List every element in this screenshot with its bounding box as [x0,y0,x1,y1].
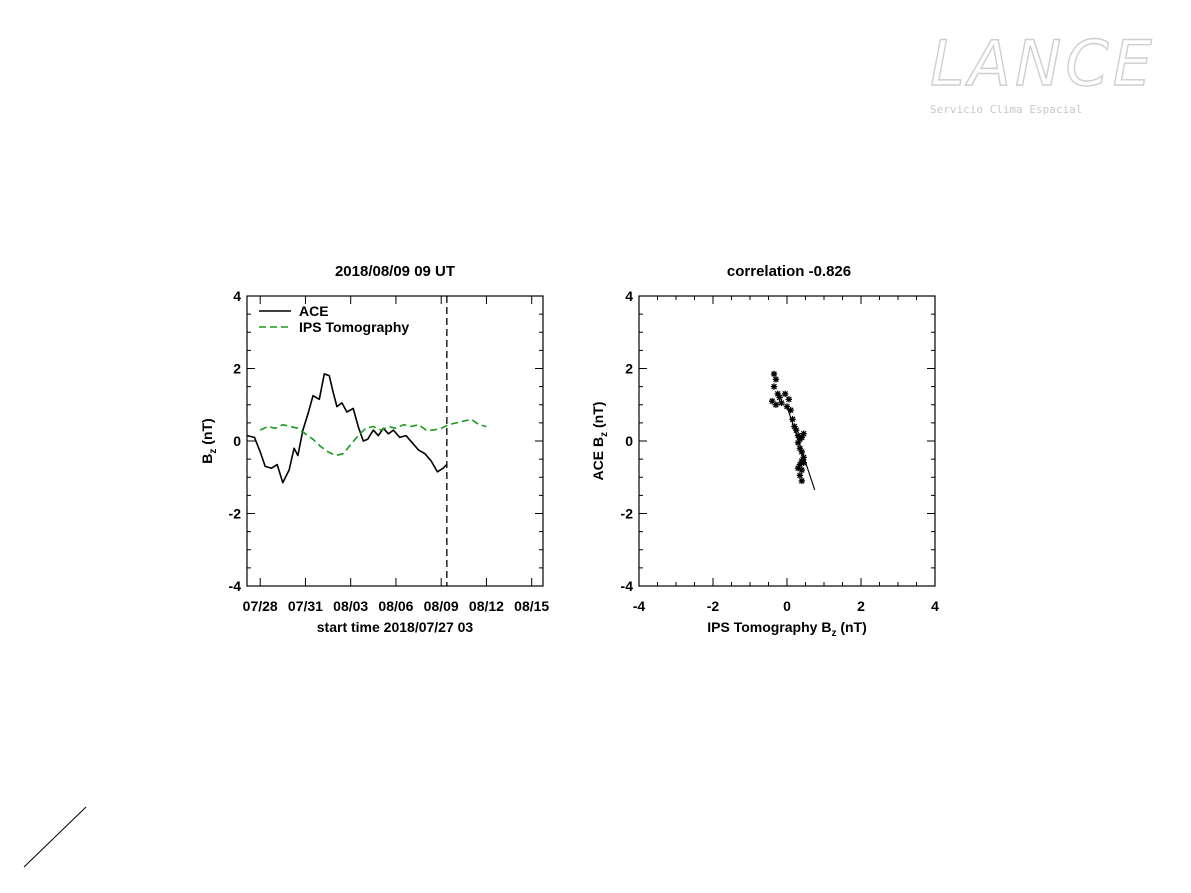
scatter-point [770,383,778,390]
scatter-point [794,439,802,447]
timeseries-xtick-label: 07/31 [288,598,323,614]
timeseries-xtick-label: 08/15 [514,598,549,614]
scatter-point [794,464,802,472]
timeseries-ytick-label: 2 [233,361,241,377]
timeseries-ylabel-sub: z [208,449,219,454]
timeseries-chart: 2018/08/09 09 UT -4 -2 0 2 4 07/28 07/31 08/03 0… [199,263,549,635]
scatter-xtick-label: 4 [931,598,939,614]
scatter-xtick-label: -4 [633,598,646,614]
logo-subtitle: Servicio Clima Espacial [930,103,1082,116]
scatter-ylabel-main: ACE B [590,437,606,481]
scatter-point [772,376,780,383]
decorative-diagonal-line [23,806,87,868]
scatter-ytick-label: -4 [621,578,634,594]
logo-text: LANCE [930,27,1156,100]
scatter-xlabel-main: IPS Tomography B [707,619,831,635]
timeseries-ytick-label: -2 [229,506,242,522]
timeseries-ytick-label: -4 [229,578,242,594]
scatter-chart: correlation -0.826 -4 -2 0 2 4 -4 -2 0 2 4 IPS To… [590,263,939,639]
timeseries-xtick-label: 08/03 [333,598,368,614]
scatter-xtick-label: -2 [707,598,720,614]
scatter-ytick-label: 4 [625,288,633,304]
timeseries-plot-frame [246,295,544,587]
legend-label: ACE [299,303,329,319]
scatter-point [800,430,807,437]
scatter-point [785,396,793,403]
timeseries-xtick-label: 08/06 [378,598,413,614]
scatter-ytick-label: 0 [625,433,633,449]
timeseries-xtick-label: 08/09 [424,598,459,614]
timeseries-xlabel: start time 2018/07/27 03 [317,619,474,635]
timeseries-ytick-label: 4 [233,288,241,304]
legend-label: IPS Tomography [299,319,409,335]
scatter-ytick-label: 2 [625,361,633,377]
scatter-point [772,401,780,408]
timeseries-xtick-label: 07/28 [243,598,278,614]
series-line-ips-tomography [259,418,487,457]
series-line-ace [246,373,448,484]
scatter-ylabel-sub: z [599,432,610,437]
scatter-point [796,472,804,479]
timeseries-ylabel-main: B [199,454,215,464]
scatter-xtick-label: 0 [783,598,791,614]
scatter-xlabel-sub: z [831,628,836,639]
timeseries-xtick-label: 08/12 [469,598,504,614]
scatter-xlabel-unit: (nT) [836,619,866,635]
scatter-ylabel-unit: (nT) [590,402,606,432]
timeseries-ylabel-unit: (nT) [199,418,215,448]
timeseries-ylabel: Bz (nT) [199,418,219,463]
scatter-ylabel: ACE Bz (nT) [590,402,610,481]
scatter-point [770,370,778,378]
scatter-title: correlation -0.826 [727,263,851,280]
lance-logo: LANCE Servicio Clima Espacial [929,26,1156,116]
scatter-point [793,426,800,434]
timeseries-ytick-label: 0 [233,433,241,449]
regression-fit-line [786,406,816,491]
scatter-plot-frame [638,295,936,587]
scatter-xlabel: IPS Tomography Bz (nT) [707,619,867,639]
scatter-point [781,390,789,398]
scatter-xtick-label: 2 [857,598,865,614]
scatter-point [798,477,805,485]
scatter-point [776,394,783,401]
scatter-point [778,399,785,407]
scatter-point [787,406,794,414]
timeseries-title: 2018/08/09 09 UT [335,263,455,280]
scatter-ytick-label: -2 [621,506,634,522]
